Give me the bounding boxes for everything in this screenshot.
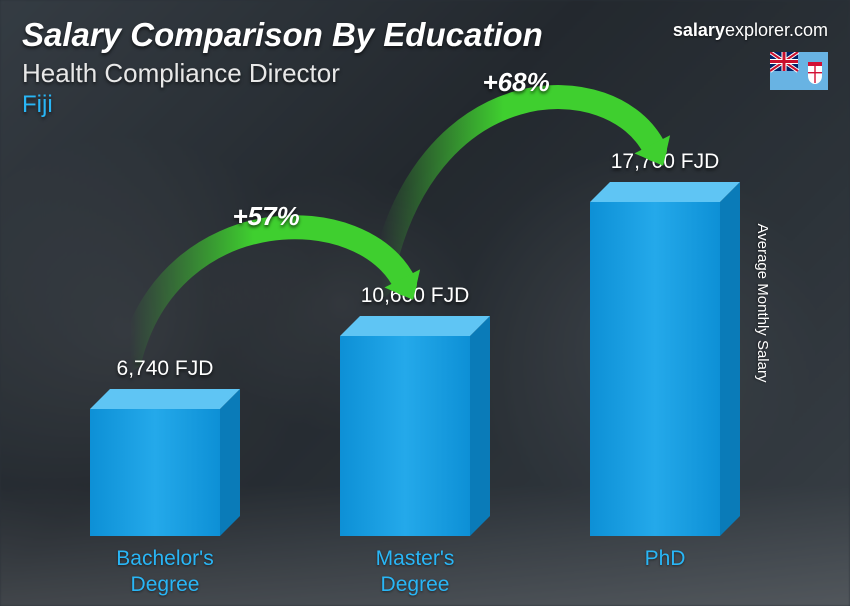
- country-label: Fiji: [22, 91, 828, 119]
- bar-category-label: Master'sDegree: [315, 546, 515, 599]
- bar-category-label: Bachelor'sDegree: [65, 546, 265, 599]
- increase-label-1: +68%: [483, 67, 550, 98]
- brand-label: salaryexplorer.com: [673, 20, 828, 41]
- bar-category-label: PhD: [565, 546, 765, 572]
- fiji-flag-icon: [770, 52, 828, 90]
- bar-chart: 6,740 FJDBachelor'sDegree10,600 FJDMaste…: [60, 156, 790, 536]
- increase-label-0: +57%: [233, 201, 300, 232]
- brand-rest: explorer.com: [725, 20, 828, 40]
- brand-bold: salary: [673, 20, 725, 40]
- page-subtitle: Health Compliance Director: [22, 58, 828, 89]
- bar-value-label: 6,740 FJD: [65, 357, 265, 381]
- bar-value-label: 10,600 FJD: [315, 284, 515, 308]
- bar-value-label: 17,700 FJD: [565, 150, 765, 174]
